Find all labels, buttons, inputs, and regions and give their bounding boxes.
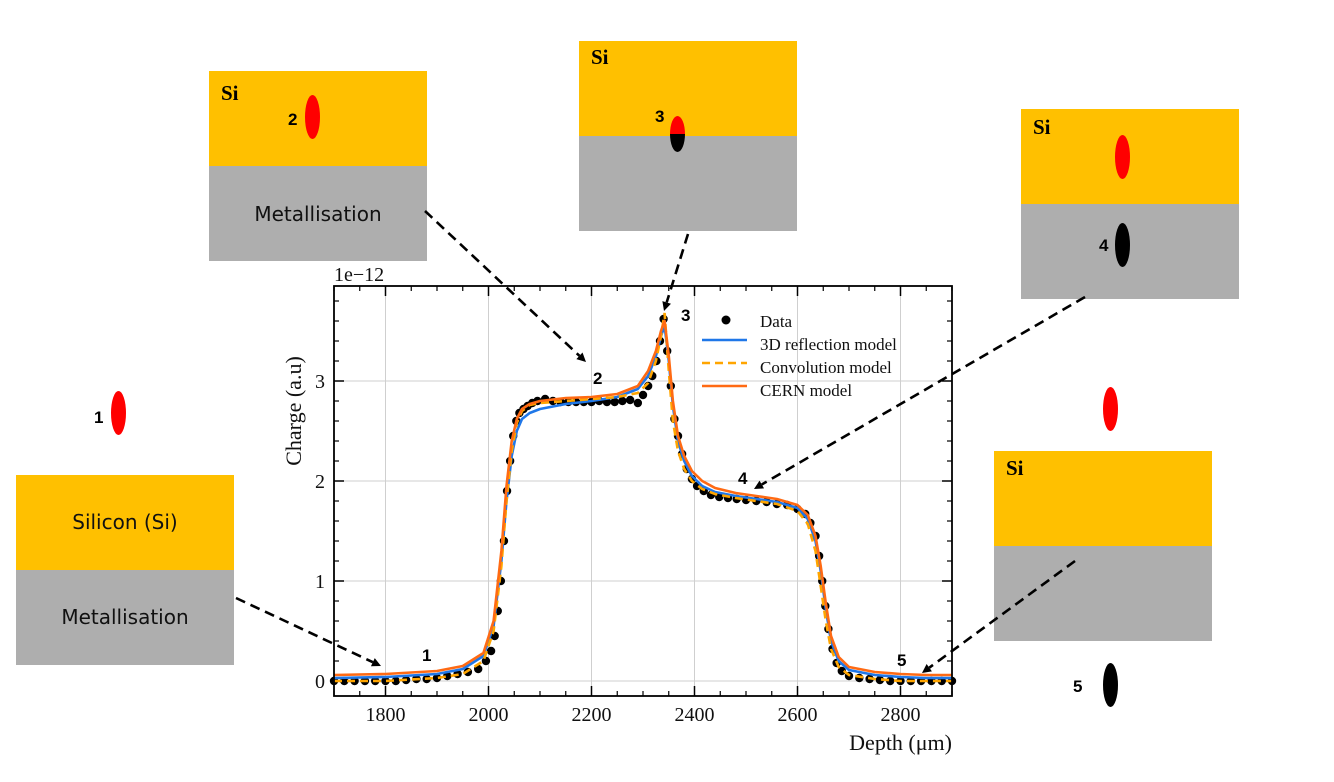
arrow-panel-2-line [424, 210, 581, 357]
x-tick-label: 2600 [778, 704, 818, 726]
marker-4-label: 4 [1099, 236, 1109, 255]
annotation-label-5: 5 [897, 651, 906, 670]
silicon-layer [16, 475, 234, 570]
charge-ellipse-red [1115, 135, 1130, 179]
si-tag: Si [1033, 115, 1051, 139]
arrow-panel-2-head [576, 352, 586, 362]
arrow-panel-4-head [754, 480, 765, 489]
schematic-panel-3: Si 3 [579, 41, 797, 231]
arrow-panel-5-line [928, 559, 1076, 669]
si-tag: Si [221, 81, 239, 105]
legend-entry: Data [760, 312, 793, 331]
x-axis-label: Depth (μm) [849, 730, 952, 755]
arrow-panel-5-head [922, 664, 932, 673]
legend-marker-data [721, 315, 731, 325]
silicon-layer [579, 41, 797, 136]
y-tick-label: 1 [315, 571, 325, 593]
marker-1-label: 1 [94, 408, 104, 427]
schematic-panel-2: Si 2 Metallisation [209, 71, 427, 261]
data-point [486, 646, 496, 656]
silicon-layer [1021, 109, 1239, 204]
annotation-label-4: 4 [738, 469, 748, 488]
charge-ellipse-red-5 [1103, 387, 1118, 431]
schematic-panel-5: Si [994, 451, 1212, 641]
si-tag: Si [591, 45, 609, 69]
metallisation-layer [1021, 204, 1239, 299]
legend: Data 3D reflection model Convolution model… [702, 312, 897, 400]
legend-entry: CERN model [760, 381, 852, 400]
arrow-panel-1-line [235, 596, 374, 664]
charge-ellipse-3 [670, 116, 685, 152]
data-point [610, 397, 619, 407]
data-point [638, 390, 648, 400]
data-point [481, 656, 491, 666]
annotation-label-2: 2 [593, 369, 602, 388]
y-axis-label: Charge (a.u) [281, 356, 306, 466]
x-tick-label: 2400 [675, 704, 715, 726]
data-point [391, 676, 400, 686]
legend-entry: Convolution model [760, 358, 892, 377]
y-tick-label: 3 [315, 371, 325, 393]
y-tick-label: 0 [315, 671, 325, 693]
si-tag: Si [1006, 456, 1024, 480]
charge-ellipse-black-5 [1103, 663, 1118, 707]
data-point [432, 673, 442, 683]
x-tick-label: 2000 [469, 704, 509, 726]
data-point [443, 671, 452, 681]
data-point [381, 676, 390, 686]
annotation-label-3: 3 [681, 306, 690, 325]
series-cern-line [333, 319, 952, 677]
data-point [625, 395, 635, 405]
series-group [329, 312, 957, 686]
schematic-panel-1: Silicon (Si) Metallisation [16, 475, 234, 665]
metallisation-label: Metallisation [254, 202, 382, 226]
data-point [633, 398, 643, 408]
arrow-panel-4-line [761, 295, 1086, 486]
annotation-labels: 1 2 3 4 5 [422, 306, 906, 670]
data-point [875, 675, 885, 685]
arrow-panel-3-head [662, 301, 671, 311]
marker-2-label: 2 [288, 110, 298, 129]
schematic-panel-4: Si 4 [1021, 109, 1239, 299]
silicon-label: Silicon (Si) [72, 510, 178, 534]
data-point [618, 396, 627, 406]
annotation-arrows [235, 210, 1086, 673]
arrow-panel-1-head [370, 658, 381, 667]
grid [334, 286, 952, 696]
marker-3-label: 3 [655, 107, 665, 126]
charge-ellipse-1 [111, 391, 126, 435]
y-tick-label: 2 [315, 471, 325, 493]
metallisation-layer [16, 570, 234, 665]
silicon-layer [994, 451, 1212, 546]
x-tick-label: 2200 [572, 704, 612, 726]
x-tick-label: 1800 [366, 704, 406, 726]
charge-ellipse-black [1115, 223, 1130, 267]
charge-ellipse-2 [305, 95, 320, 139]
x-tick-label: 2800 [881, 704, 921, 726]
metallisation-layer [209, 166, 427, 261]
marker-5-label: 5 [1073, 677, 1083, 696]
plot-frame [333, 285, 953, 697]
metallisation-layer [579, 136, 797, 231]
metallisation-label: Metallisation [61, 605, 189, 629]
data-point [837, 666, 846, 676]
arrow-panel-3-line [665, 233, 690, 303]
annotation-label-1: 1 [422, 646, 431, 665]
y-scale-label: 1e−12 [334, 264, 384, 286]
legend-entry: 3D reflection model [760, 335, 897, 354]
tick-labels: 1800 2000 2200 2400 2600 2800 0 1 2 3 [315, 371, 921, 726]
